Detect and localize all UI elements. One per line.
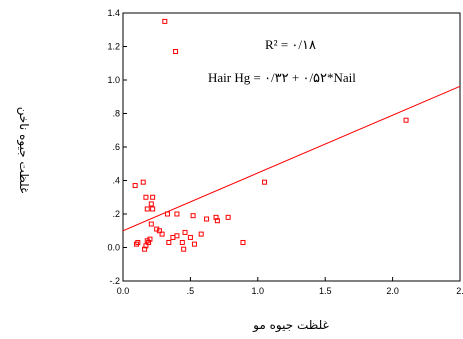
y-axis: 1.4 1.2 1.0 .8 .6 .4 .2 0.0 -.2 [107,8,127,286]
data-point [144,206,150,212]
data-point [148,201,154,207]
data-point [156,228,162,234]
data-point [143,194,149,200]
x-tick-label: 2. [456,286,463,296]
data-point [182,229,188,235]
data-point [143,243,149,249]
data-point [191,241,197,247]
data-point [148,221,154,227]
data-point [240,239,246,245]
data-point [198,231,204,237]
data-point [190,213,196,219]
data-point [147,236,153,242]
data-point [166,239,172,245]
data-point [213,214,219,220]
data-point [403,117,409,123]
x-tick-label: 1.5 [319,286,332,296]
data-point [174,233,180,239]
data-point [140,179,146,185]
data-point [225,214,231,220]
data-point [174,211,180,217]
data-point [187,234,193,240]
data-point [181,246,187,252]
data-point [173,49,179,55]
data-point [150,206,156,212]
data-point [204,216,210,222]
y-tick-label: 0.0 [107,243,120,253]
data-points [132,18,409,252]
data-point [162,18,168,24]
data-point [159,231,165,237]
x-tick-label: 2.0 [386,286,399,296]
data-point [142,246,148,252]
y-tick-label: -.2 [109,276,120,286]
r-squared-annotation: R² = ۰/۱۸ [265,37,316,52]
data-point [214,218,220,224]
data-point [132,183,138,189]
x-tick-label: 0.0 [117,286,130,296]
data-point [179,239,185,245]
regression-equation-annotation: Hair Hg = ۰/۳۲ + ۰/۵۲*Nail [208,70,356,85]
x-axis: 0.0 .5 1.0 1.5 2.0 2. [117,277,463,296]
y-axis-title: غلظت جیوه ناخن [16,107,31,194]
data-point [146,239,152,245]
x-tick-label: .5 [187,286,195,296]
x-tick-label: 1.0 [252,286,265,296]
y-tick-label: .4 [112,176,120,186]
x-axis-title: غلظت جیوه مو [252,318,329,333]
data-point [262,179,268,185]
y-tick-label: 1.2 [107,42,120,52]
data-point [150,194,156,200]
data-point [164,211,170,217]
data-point [135,239,141,245]
y-tick-label: .2 [112,209,120,219]
y-tick-label: 1.4 [107,8,120,18]
y-tick-label: 1.0 [107,75,120,85]
regression-line [122,85,461,232]
y-tick-label: .6 [112,142,120,152]
y-tick-label: .8 [112,109,120,119]
